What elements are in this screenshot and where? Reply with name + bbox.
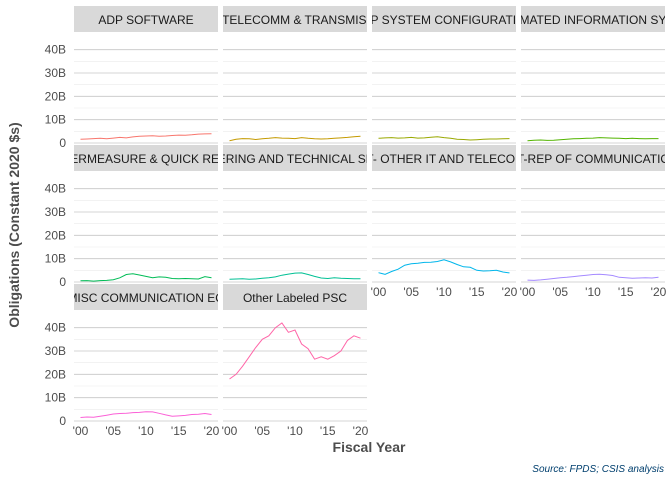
facet-strip — [372, 145, 516, 171]
facet-panel: AUTOMATED INFORMATION SYSTEM — [486, 6, 672, 144]
series-line — [378, 259, 510, 275]
x-tick-label: '20 — [651, 285, 667, 299]
facet-strip — [223, 145, 367, 171]
facet-panel: Other Labeled PSC — [223, 284, 367, 422]
y-tick-label: 10B — [45, 252, 66, 266]
y-tick-label: 40B — [45, 43, 66, 57]
series-line — [80, 133, 212, 140]
facet-strip-label: ADP SOFTWARE — [98, 13, 193, 27]
x-axis-tick-labels: '00'05'10'15'20'00'05'10'15'20'00'05'10 '… — [73, 285, 667, 438]
series-line — [527, 137, 659, 142]
x-tick-label: '20 — [502, 285, 518, 299]
x-tick-label: '00 — [520, 285, 536, 299]
x-axis-title: Fiscal Year — [333, 439, 406, 455]
series-line — [229, 135, 361, 142]
source-caption: Source: FPDS; CSIS analysis — [532, 464, 664, 475]
x-tick-label: '15 — [618, 285, 634, 299]
facet-strip-label: ADP/TELECOMM & TRANSMISSION — [194, 13, 396, 27]
facet-panel: MISC COMMUNICATION EQ — [67, 284, 224, 422]
facet-strip — [521, 145, 665, 171]
facet-strip-label: MAINT-REP OF COMMUNICATION EQ — [487, 152, 672, 166]
facet-strip-label: AUTOMATED INFORMATION SYSTEM — [486, 13, 672, 27]
series-line — [229, 272, 361, 280]
facet-strip — [74, 284, 218, 310]
x-tick-label: '15 — [469, 285, 485, 299]
x-tick-label: '20 — [204, 424, 220, 438]
series-line — [527, 273, 659, 281]
x-tick-label: '15 — [171, 424, 187, 438]
y-tick-label: 0 — [59, 275, 66, 289]
series-line — [80, 411, 212, 418]
x-tick-label: '00 — [222, 424, 238, 438]
facet-strip — [74, 145, 218, 171]
x-tick-label: '00 — [371, 285, 387, 299]
y-tick-label: 10B — [45, 113, 66, 127]
y-tick-label: 40B — [45, 321, 66, 335]
x-tick-label: '20 — [353, 424, 369, 438]
facet-panel: ADP SOFTWARE — [74, 6, 218, 144]
y-tick-label: 30B — [45, 205, 66, 219]
series-line — [80, 273, 212, 282]
facet-strip — [74, 6, 218, 32]
panels-layer: ADP SOFTWARE ADP/TELECOMM & TRANSMISSIONA… — [28, 6, 672, 422]
facet-strip — [223, 284, 367, 310]
y-axis-title: Obligations (Constant 2020 $s) — [6, 122, 22, 327]
facet-panel: MAINT-REP OF COMMUNICATION EQ — [487, 145, 672, 283]
facet-strip — [223, 6, 367, 32]
facet-panel: ADP SYSTEM CONFIGURATION — [354, 6, 534, 144]
facet-panel: ADP/TELECOMM & TRANSMISSION — [194, 6, 396, 144]
x-tick-label: '05 — [254, 424, 270, 438]
facet-panel: IT- OTHER IT AND TELECOM — [363, 145, 525, 283]
y-tick-label: 40B — [45, 182, 66, 196]
y-axis-tick-labels: 0 10B 20B 30B 40B 0 10B 20B 30B 40B 0 10B 20B 30B 40B — [45, 43, 67, 428]
facet-panel: COUNTERMEASURE & QUICK REACTION — [28, 145, 265, 283]
y-tick-label: 30B — [45, 66, 66, 80]
x-tick-label: '15 — [320, 424, 336, 438]
x-tick-label: '05 — [403, 285, 419, 299]
y-tick-label: 10B — [45, 391, 66, 405]
series-line — [229, 322, 361, 380]
facet-strip — [521, 6, 665, 32]
facet-panel: ENGINEERING AND TECHNICAL SERVICES — [172, 145, 419, 283]
facet-strip-label: IT- OTHER IT AND TELECOM — [363, 152, 525, 166]
facet-strip-label: ENGINEERING AND TECHNICAL SERVICES — [172, 152, 419, 166]
facet-strip-label: Other Labeled PSC — [243, 291, 347, 305]
y-tick-label: 0 — [59, 136, 66, 150]
x-tick-label: '05 — [105, 424, 121, 438]
facet-strip-label: MISC COMMUNICATION EQ — [67, 291, 224, 305]
y-tick-label: 0 — [59, 414, 66, 428]
facet-strip-label: ADP SYSTEM CONFIGURATION — [354, 13, 534, 27]
y-tick-label: 30B — [45, 344, 66, 358]
facet-strip-label: COUNTERMEASURE & QUICK REACTION — [28, 152, 265, 166]
x-tick-label: '10 — [436, 285, 452, 299]
y-tick-label: 20B — [45, 228, 66, 242]
y-tick-label: 20B — [45, 89, 66, 103]
facet-strip — [372, 6, 516, 32]
series-line — [378, 136, 510, 141]
x-tick-label: '10 — [287, 424, 303, 438]
x-tick-label: '05 — [552, 285, 568, 299]
x-tick-label: '10 — [585, 285, 601, 299]
x-tick-label: '00 — [73, 424, 89, 438]
x-tick-label: '10 — [138, 424, 154, 438]
y-tick-label: 20B — [45, 367, 66, 381]
